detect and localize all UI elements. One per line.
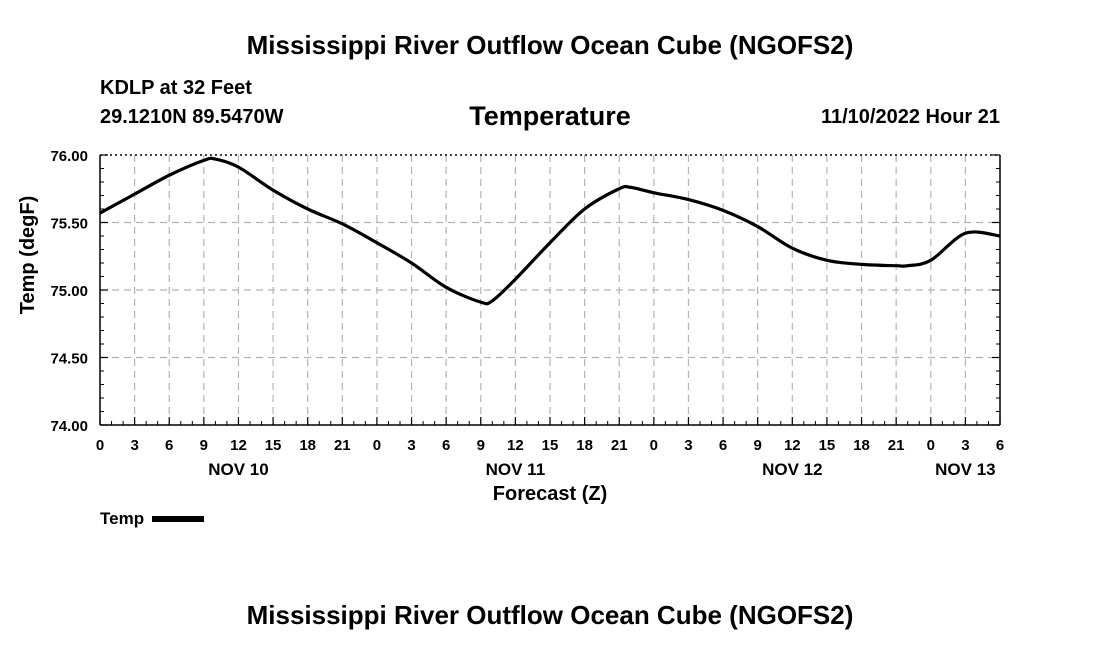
x-tick-label: 15 [819,437,836,454]
x-day-label: NOV 13 [935,460,995,479]
x-tick-label: 12 [230,437,247,454]
x-tick-label: 21 [611,437,628,454]
x-tick-label: 21 [334,437,351,454]
page-title: Mississippi River Outflow Ocean Cube (NG… [246,30,854,60]
y-tick-label: 74.00 [50,418,88,435]
x-tick-label: 18 [299,437,316,454]
x-tick-label: 6 [442,437,450,454]
x-tick-label: 9 [200,437,208,454]
x-tick-label: 21 [888,437,905,454]
x-tick-label: 18 [576,437,593,454]
x-tick-label: 3 [407,437,415,454]
legend-line-swatch [152,516,205,522]
y-tick-label: 76.00 [50,148,88,165]
x-tick-label: 0 [373,437,381,454]
x-day-label: NOV 11 [486,460,546,479]
series-layer [99,156,1001,306]
forecast-timestamp: 11/10/2022 Hour 21 [820,106,1000,128]
footer-title: Mississippi River Outflow Ocean Cube (NG… [246,600,854,630]
x-tick-label: 9 [477,437,485,454]
x-tick-label: 18 [853,437,870,454]
x-tick-label: 0 [927,437,935,454]
x-tick-label: 6 [165,437,173,454]
y-tick-label: 74.50 [50,351,88,368]
x-tick-label: 3 [130,437,138,454]
x-tick-label: 3 [961,437,969,454]
x-tick-label: 15 [265,437,282,454]
grid-lines [100,155,1000,425]
x-tick-label: 9 [754,437,762,454]
x-tick-label: 0 [650,437,658,454]
x-tick-label: 12 [784,437,801,454]
x-tick-label: 0 [96,437,104,454]
x-day-label: NOV 10 [208,460,268,479]
x-tick-label: 15 [542,437,559,454]
chart-axes: 0 3 6 9 12 15 18 21 0 3 6 9 12 15 18 21 0 3 6 9 12 15 18 21 0 3 6 7… [50,148,1004,479]
x-tick-label: 12 [507,437,524,454]
x-axis-label: Forecast (Z) [493,483,607,505]
y-axis-label: Temp (degF) [17,196,39,315]
x-tick-label: 6 [996,437,1004,454]
station-label: KDLP at 32 Feet [100,77,252,99]
temp-series-line [99,156,1001,306]
legend-label: Temp [100,509,145,528]
x-tick-label: 6 [719,437,727,454]
y-tick-label: 75.50 [50,216,88,233]
x-day-label: NOV 12 [762,460,822,479]
legend: Temp [100,509,205,529]
chart-variable-title: Temperature [469,101,631,131]
y-tick-label: 75.00 [50,283,88,300]
x-tick-label: 3 [684,437,692,454]
station-coordinates: 29.1210N 89.5470W [100,106,284,128]
